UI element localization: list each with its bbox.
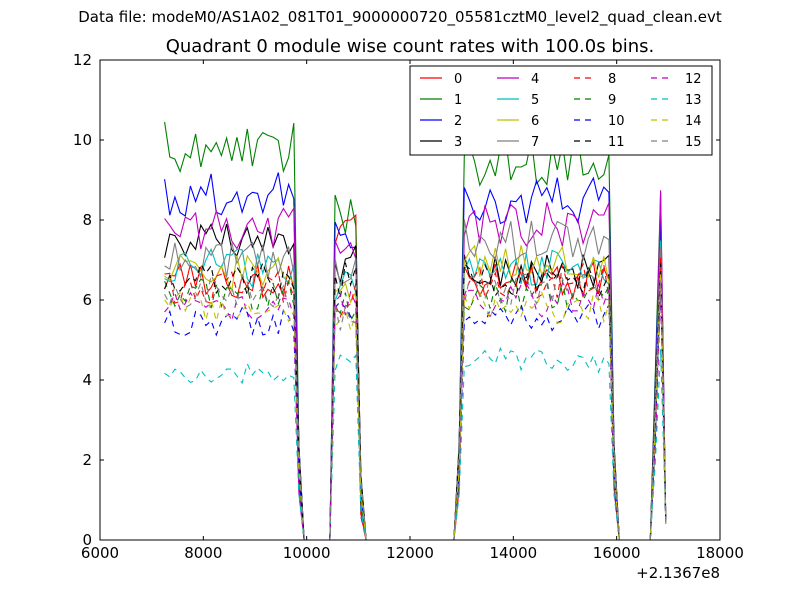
legend-label-15: 15 <box>685 135 702 150</box>
series-line-4 <box>164 190 667 541</box>
legend-label-6: 6 <box>531 114 539 129</box>
x-tick-label: 16000 <box>593 544 641 562</box>
legend-label-2: 2 <box>454 114 462 129</box>
legend-label-10: 10 <box>608 114 625 129</box>
legend-label-11: 11 <box>608 135 625 150</box>
legend-label-3: 3 <box>454 135 462 150</box>
legend-label-1: 1 <box>454 93 462 108</box>
legend-label-14: 14 <box>685 114 702 129</box>
chart-title: Quadrant 0 module wise count rates with … <box>165 36 655 57</box>
series-line-10 <box>164 282 667 541</box>
data-file-header: Data file: modeM0/AS1A02_081T01_90000007… <box>78 8 722 26</box>
axis-ticks: 6000 8000 10000 12000 14000 16000 180000246810… <box>73 51 744 562</box>
series-layer <box>164 121 667 541</box>
series-line-15 <box>164 271 667 541</box>
series-line-14 <box>164 273 667 541</box>
series-line-9 <box>164 272 667 541</box>
y-tick-label: 8 <box>82 211 92 229</box>
x-offset-label: +2.1367e8 <box>636 564 720 582</box>
y-tick-label: 6 <box>82 291 92 309</box>
x-tick-label: 18000 <box>696 544 744 562</box>
x-tick-label: 14000 <box>489 544 537 562</box>
y-tick-label: 2 <box>82 451 92 469</box>
y-tick-label: 10 <box>73 131 92 149</box>
x-tick-label: 8000 <box>184 544 222 562</box>
legend-label-8: 8 <box>608 72 616 87</box>
y-tick-label: 4 <box>82 371 92 389</box>
series-line-12 <box>164 282 667 541</box>
x-tick-label: 6000 <box>81 544 119 562</box>
x-tick-label: 10000 <box>283 544 331 562</box>
y-tick-label: 0 <box>82 531 92 549</box>
series-line-8 <box>164 257 667 541</box>
legend-label-4: 4 <box>531 72 539 87</box>
series-line-2 <box>164 172 667 541</box>
legend-label-9: 9 <box>608 93 616 108</box>
legend-label-7: 7 <box>531 135 539 150</box>
legend-label-13: 13 <box>685 93 702 108</box>
legend-label-5: 5 <box>531 93 539 108</box>
y-tick-label: 12 <box>73 51 92 69</box>
series-line-13 <box>164 346 667 541</box>
x-tick-label: 12000 <box>386 544 434 562</box>
series-line-1 <box>164 121 667 541</box>
legend-box <box>409 65 713 156</box>
legend-label-12: 12 <box>685 72 702 87</box>
legend-label-0: 0 <box>454 72 462 87</box>
